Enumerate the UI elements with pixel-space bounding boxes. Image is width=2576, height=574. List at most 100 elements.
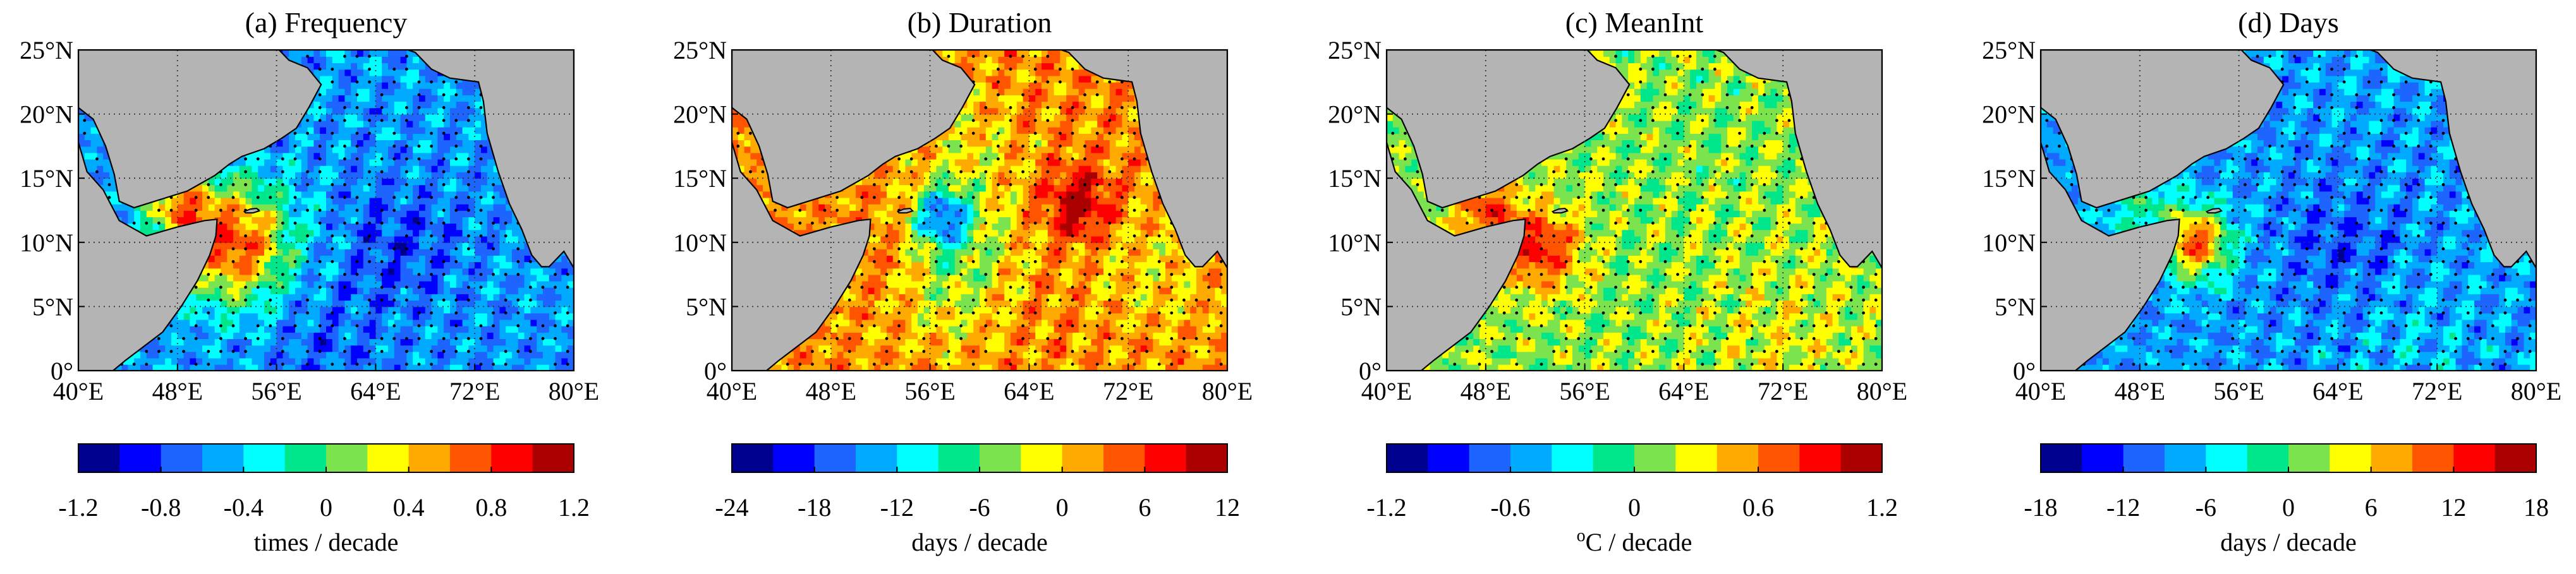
heatmap-cell [444, 248, 451, 256]
heatmap-cell [468, 184, 475, 192]
heatmap-cell [363, 88, 370, 95]
heatmap-cell [1171, 364, 1179, 371]
heatmap-cell [431, 357, 439, 365]
significance-dot [293, 221, 297, 225]
heatmap-cell [462, 261, 470, 269]
heatmap-cell [252, 364, 258, 371]
heatmap-cell [332, 140, 339, 147]
heatmap-cell [456, 242, 463, 249]
heatmap-cell [1122, 357, 1129, 365]
heatmap-cell [419, 242, 426, 249]
heatmap-cell [512, 338, 519, 346]
heatmap-cell [949, 351, 956, 359]
heatmap-cell [190, 313, 197, 320]
heatmap-cell [568, 300, 574, 308]
heatmap-cell [437, 332, 444, 339]
significance-dot [479, 285, 483, 289]
heatmap-cell [326, 223, 333, 230]
heatmap-cell [468, 274, 475, 282]
heatmap-cell [382, 165, 389, 172]
heatmap-cell [301, 114, 308, 121]
heatmap-cell [874, 351, 881, 359]
heatmap-cell [252, 223, 258, 230]
heatmap-cell [320, 351, 327, 359]
heatmap-cell [214, 255, 222, 263]
heatmap-cell [301, 133, 308, 141]
heatmap-cell [394, 325, 401, 333]
heatmap-cell [320, 319, 327, 326]
colorbar-tick-label: 1.2 [558, 493, 590, 522]
heatmap-cell [109, 178, 116, 186]
heatmap-cell [880, 338, 887, 346]
heatmap-cell [177, 338, 185, 346]
heatmap-cell [874, 345, 881, 352]
significance-dot [318, 324, 322, 328]
heatmap-cell [239, 351, 246, 359]
heatmap-cell [1091, 325, 1098, 333]
heatmap-cell [942, 345, 949, 352]
heatmap-cell [307, 158, 315, 166]
significance-dot [83, 131, 87, 135]
heatmap-cell [856, 364, 863, 371]
heatmap-cell [1097, 345, 1104, 352]
heatmap-cell [165, 332, 172, 339]
significance-dot [132, 221, 136, 225]
heatmap-cell [437, 165, 444, 172]
heatmap-cell [208, 197, 216, 205]
heatmap-cell [425, 146, 432, 153]
heatmap-cell [375, 81, 382, 89]
heatmap-cell [252, 178, 258, 186]
heatmap-cell [258, 236, 265, 243]
heatmap-cell [1011, 338, 1018, 346]
heatmap-cell [394, 114, 401, 121]
heatmap-cell [313, 357, 320, 365]
heatmap-cell [394, 146, 401, 153]
significance-dot [492, 324, 495, 328]
heatmap-cell [524, 294, 532, 301]
heatmap-cell [363, 229, 370, 237]
heatmap-cell [1177, 357, 1185, 365]
heatmap-cell [351, 236, 358, 243]
heatmap-cell [487, 152, 494, 160]
heatmap-cell [369, 133, 377, 141]
heatmap-cell [549, 280, 556, 288]
heatmap-cell [444, 300, 451, 308]
heatmap-cell [394, 101, 401, 109]
heatmap-cell [506, 268, 513, 275]
heatmap-cell [313, 351, 320, 359]
heatmap-cell [431, 351, 439, 359]
heatmap-cell [425, 274, 432, 282]
heatmap-cell [320, 50, 327, 57]
heatmap-cell [270, 325, 277, 333]
significance-dot [417, 93, 421, 97]
significance-dot [417, 362, 421, 366]
heatmap-cell [388, 306, 395, 314]
heatmap-cell [313, 114, 320, 121]
heatmap-cell [499, 184, 506, 192]
heatmap-cell [406, 248, 413, 256]
heatmap-cell [923, 338, 931, 346]
heatmap-cell [1140, 338, 1148, 346]
heatmap-cell [183, 210, 191, 217]
heatmap-cell [320, 242, 327, 249]
heatmap-cell [252, 306, 258, 314]
heatmap-cell [1084, 325, 1092, 333]
heatmap-cell [537, 306, 544, 314]
heatmap-cell [481, 210, 488, 217]
heatmap-cell [406, 69, 413, 76]
heatmap-cell [369, 255, 377, 263]
heatmap-cell [301, 158, 308, 166]
heatmap-cell [462, 184, 470, 192]
colorbar-swatch [491, 444, 533, 472]
heatmap-cell [419, 140, 426, 147]
significance-dot [516, 273, 520, 276]
significance-dot [83, 119, 87, 123]
heatmap-cell [363, 357, 370, 365]
heatmap-cell [487, 191, 494, 198]
heatmap-cell [1140, 332, 1148, 339]
heatmap-cell [332, 197, 339, 205]
heatmap-cell [524, 319, 532, 326]
heatmap-cell [369, 357, 377, 365]
heatmap-cell [214, 229, 222, 237]
